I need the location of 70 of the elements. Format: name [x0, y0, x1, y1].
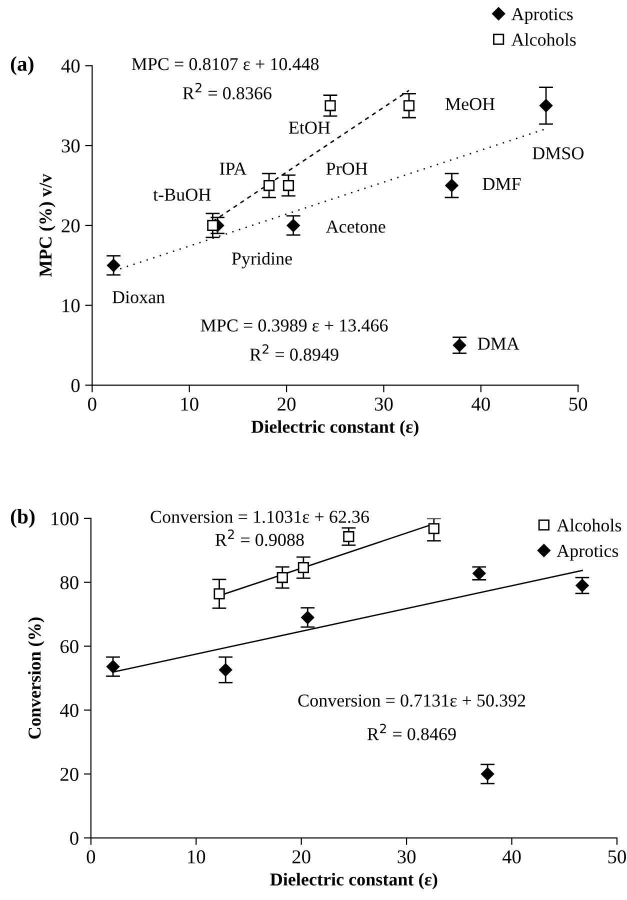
x-tick-label: 30	[398, 850, 416, 864]
point	[343, 531, 354, 542]
point	[480, 767, 494, 781]
point	[403, 100, 415, 112]
point	[106, 660, 120, 674]
point	[106, 258, 120, 272]
point	[298, 562, 309, 574]
y-tick-label: 30	[62, 139, 80, 153]
x-tick-label: 40	[472, 398, 490, 411]
point	[282, 180, 294, 192]
annotation: DMSO	[532, 147, 584, 160]
y-tick-label: 0	[70, 832, 78, 845]
annotation: Pyridine	[232, 252, 292, 268]
y-tick-label: 10	[62, 299, 80, 312]
annotation: Acetone	[326, 220, 386, 233]
point	[207, 220, 218, 232]
point	[324, 100, 336, 112]
y-axis-title: Conversion (%)	[28, 618, 44, 739]
x-axis-title: Dielectric constant (ε)	[270, 872, 438, 890]
x-axis-title: Dielectric constant (ε)	[251, 420, 418, 437]
annotation: MPC = 0.3989 ε + 13.466	[200, 319, 388, 332]
annotation: IPA	[220, 162, 247, 175]
point	[428, 523, 440, 534]
annotation: R$^{2}$ = 0.8949	[250, 344, 338, 361]
y-tick-label: 20	[60, 768, 78, 781]
y-tick-label: 40	[60, 704, 78, 718]
point	[218, 663, 232, 676]
y-tick-label: 80	[60, 576, 78, 590]
annotation: Conversion = 0.7131ε + 50.392	[298, 694, 526, 707]
legend-label: Aprotics	[511, 8, 573, 24]
annotation: R$^{2}$ = 0.8469	[367, 724, 456, 740]
y-tick-label: 60	[60, 640, 78, 654]
x-tick-label: 20	[292, 850, 310, 864]
x-tick-label: 10	[181, 398, 198, 411]
y-tick-label: 100	[52, 512, 78, 526]
annotation: DMF	[482, 178, 521, 190]
annotation: PrOH	[326, 162, 368, 175]
y-axis-title: MPC (%) v/v	[38, 174, 56, 277]
legend-label: Alcohols	[556, 518, 622, 532]
x-tick-label: 40	[502, 850, 521, 864]
annotation: MeOH	[446, 98, 495, 110]
x-tick-label: 10	[188, 850, 206, 864]
annotation: EtOH	[288, 122, 330, 134]
chart-title: (b)	[10, 508, 35, 528]
point	[539, 99, 553, 112]
annotation: t-BuOH	[153, 188, 211, 201]
point	[286, 218, 300, 232]
x-tick-label: 20	[278, 398, 296, 411]
y-tick-label: 20	[62, 219, 80, 232]
x-tick-label: 50	[608, 850, 626, 864]
annotation: DMA	[478, 338, 520, 350]
point	[263, 180, 275, 192]
annotation: R$^{2}$ = 0.9088	[215, 530, 304, 546]
legend-label: Alcohols	[511, 33, 576, 46]
annotation: MPC = 0.8107 ε + 10.448	[132, 58, 319, 70]
point	[214, 588, 225, 600]
point	[445, 178, 458, 192]
annotation: Dioxan	[112, 291, 165, 304]
x-tick-label: 50	[570, 398, 588, 411]
legend-label: Aprotics	[556, 544, 618, 561]
annotation: Conversion = 1.1031ε + 62.36	[150, 510, 370, 523]
point	[276, 572, 288, 584]
x-tick-label: 30	[374, 398, 393, 411]
x-tick-label: 0	[88, 398, 96, 411]
y-tick-label: 0	[71, 379, 80, 392]
chart-title: (a)	[10, 56, 34, 76]
y-tick-label: 40	[61, 60, 80, 73]
point	[301, 610, 314, 624]
annotation: R$^{2}$ = 0.8366	[182, 82, 272, 100]
x-tick-label: 0	[86, 850, 96, 864]
